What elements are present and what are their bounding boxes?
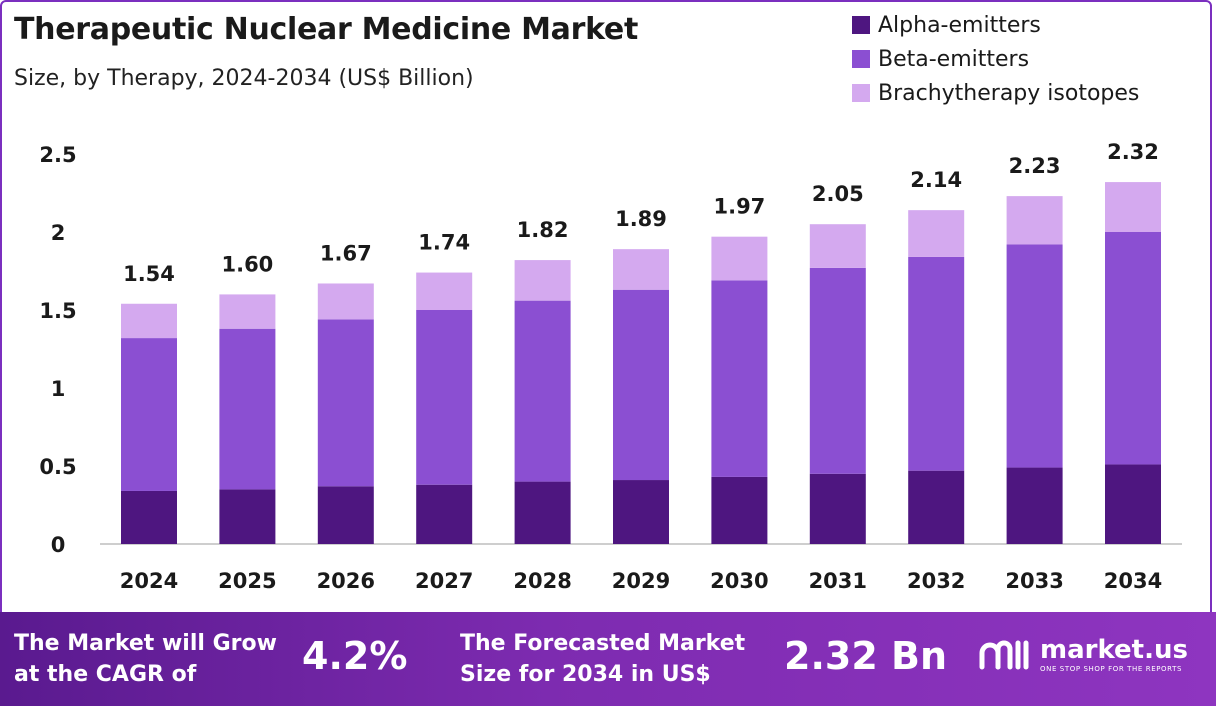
brand-logo: market.us ONE STOP SHOP FOR THE REPORTS [978,636,1188,674]
market-size-value: 2.32 Bn [784,634,948,678]
cagr-caption-line2: at the CAGR of [14,662,197,687]
bar-total-label: 2.23 [1009,154,1061,178]
x-tick-label: 2032 [907,569,965,593]
bar-total-label: 2.05 [812,182,864,206]
x-tick-label: 2029 [612,569,670,593]
bar-segment-2027-brachytherapy-isotopes [416,272,473,310]
bar-segment-2025-beta-emitters [219,328,276,490]
bar-segment-2027-alpha-emitters [416,484,473,544]
bar-total-label: 1.60 [221,252,273,276]
y-tick-label: 2.5 [39,143,76,167]
bar-segment-2030-alpha-emitters [711,476,768,544]
x-tick-label: 2027 [415,569,473,593]
bar-segment-2032-beta-emitters [908,256,965,471]
y-tick-label: 1.5 [39,299,76,323]
bar-segment-2024-beta-emitters [121,338,177,491]
x-tick-label: 2025 [218,569,276,593]
bar-segment-2029-alpha-emitters [613,480,669,544]
y-tick-label: 2 [51,221,66,245]
x-tick-label: 2033 [1005,569,1063,593]
bar-total-label: 1.82 [517,218,569,242]
legend-item-brachy: Brachytherapy isotopes [852,76,1139,110]
bar-total-label: 1.67 [320,241,372,265]
legend-swatch-brachy [852,84,870,102]
market-us-logo-icon [979,640,1029,670]
y-tick-label: 0.5 [39,455,76,479]
x-tick-label: 2031 [809,569,867,593]
bar-segment-2033-alpha-emitters [1006,467,1063,544]
bar-segment-2027-beta-emitters [416,310,473,485]
bar-segment-2034-brachytherapy-isotopes [1105,182,1161,232]
bar-segment-2030-brachytherapy-isotopes [711,236,768,281]
bar-total-label: 1.74 [418,231,470,255]
brand-name: market.us [1040,635,1188,665]
size-caption-line1: The Forecasted Market [460,631,746,656]
bar-total-label: 1.89 [615,207,667,231]
legend: Alpha-emitters Beta-emitters Brachythera… [852,8,1139,110]
bar-segment-2029-brachytherapy-isotopes [613,249,669,290]
cagr-value: 4.2% [302,634,408,678]
bar-segment-2024-brachytherapy-isotopes [121,303,177,339]
bar-total-label: 2.32 [1107,140,1159,164]
x-tick-label: 2028 [513,569,571,593]
bar-total-label: 2.14 [910,168,962,192]
bar-segment-2024-alpha-emitters [121,490,177,544]
x-tick-label: 2030 [710,569,768,593]
legend-label-alpha: Alpha-emitters [878,12,1041,38]
bar-segment-2025-alpha-emitters [219,489,276,544]
chart-plot: 0 0.5 1 1.5 2 2.5 1.54 2024 1.60 2025 1.67 2026 1.74… [39,140,1182,593]
bar-total-label: 1.54 [123,262,175,286]
legend-swatch-alpha [852,16,870,34]
bar-segment-2031-brachytherapy-isotopes [809,224,866,268]
bar-segment-2033-beta-emitters [1006,244,1063,468]
x-tick-label: 2024 [120,569,178,593]
legend-item-alpha: Alpha-emitters [852,8,1139,42]
x-tick-label: 2034 [1104,569,1162,593]
y-tick-label: 1 [51,377,66,401]
bar-segment-2028-alpha-emitters [514,481,571,544]
bar-segment-2028-brachytherapy-isotopes [514,260,571,301]
legend-label-beta: Beta-emitters [878,46,1030,72]
bar-segment-2026-brachytherapy-isotopes [317,283,374,320]
bar-segment-2032-brachytherapy-isotopes [908,210,965,257]
bar-segment-2026-beta-emitters [317,319,374,487]
bar-segment-2032-alpha-emitters [908,470,965,544]
bar-segment-2026-alpha-emitters [317,486,374,544]
x-tick-label: 2026 [317,569,375,593]
bar-segment-2031-alpha-emitters [809,473,866,544]
bar-segment-2030-beta-emitters [711,280,768,477]
legend-swatch-beta [852,50,870,68]
legend-label-brachy: Brachytherapy isotopes [878,80,1140,106]
bar-segment-2034-beta-emitters [1105,232,1161,465]
y-tick-label: 0 [51,533,66,557]
bar-segment-2033-brachytherapy-isotopes [1006,196,1063,245]
legend-item-beta: Beta-emitters [852,42,1139,76]
size-caption-line2: Size for 2034 in US$ [460,662,711,687]
chart-subtitle: Size, by Therapy, 2024-2034 (US$ Billion… [14,66,474,91]
chart-title: Therapeutic Nuclear Medicine Market [14,12,638,47]
bar-segment-2025-brachytherapy-isotopes [219,294,276,329]
brand-tagline: ONE STOP SHOP FOR THE REPORTS [1040,665,1183,673]
bar-total-label: 1.97 [713,195,765,219]
bar-segment-2031-beta-emitters [809,267,866,474]
footer-banner: The Market will Grow at the CAGR of 4.2%… [0,612,1216,706]
bar-segment-2034-alpha-emitters [1105,464,1161,544]
bar-segment-2028-beta-emitters [514,300,571,482]
cagr-caption-line1: The Market will Grow [14,631,277,656]
bar-segment-2029-beta-emitters [613,289,669,481]
